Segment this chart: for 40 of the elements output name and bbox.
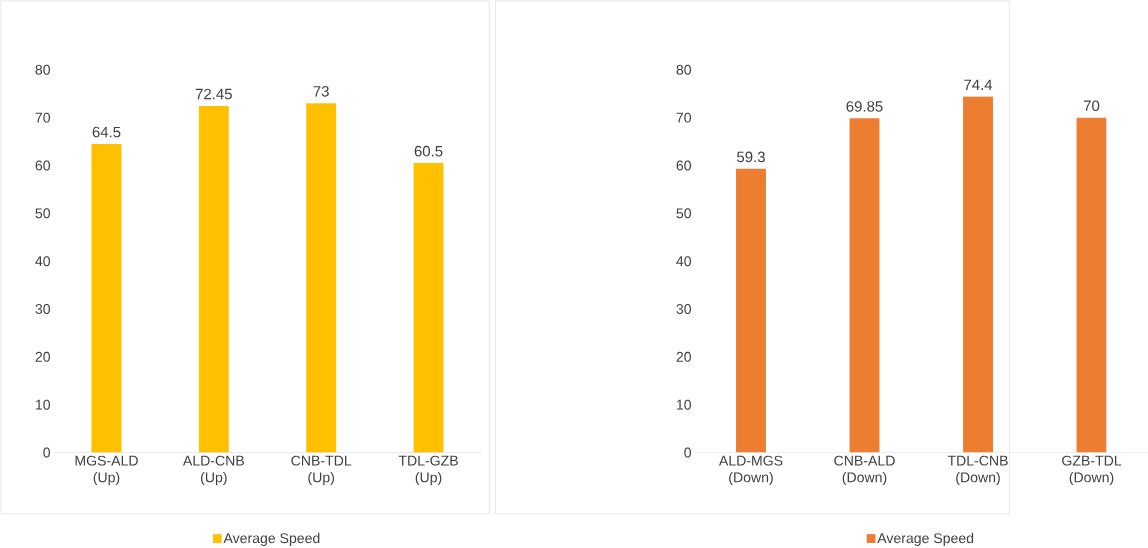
y-tick-label: 80 bbox=[676, 64, 691, 75]
y-tick-label: 50 bbox=[35, 208, 51, 219]
y-tick-label: 60 bbox=[35, 160, 51, 171]
x-tick-label: CNB-ALD (Down) bbox=[834, 455, 895, 486]
x-tick-label: CNB-TDL (Up) bbox=[291, 455, 352, 486]
data-label: 73 bbox=[313, 86, 329, 97]
bar bbox=[1076, 117, 1107, 453]
y-tick-label: 0 bbox=[684, 447, 692, 458]
data-label: 74.4 bbox=[964, 79, 993, 91]
data-label: 70 bbox=[1083, 100, 1100, 112]
bar bbox=[963, 96, 993, 453]
y-tick-label: 80 bbox=[35, 64, 51, 75]
y-tick-label: 0 bbox=[43, 447, 51, 458]
legend-label: Average Speed bbox=[223, 532, 320, 546]
data-label: 59.3 bbox=[737, 151, 765, 163]
y-tick-label: 30 bbox=[35, 304, 51, 315]
data-label: 64.5 bbox=[92, 126, 121, 138]
y-tick-label: 10 bbox=[676, 399, 691, 410]
x-tick-label: MGS-ALD (Up) bbox=[75, 455, 138, 486]
y-tick-label: 40 bbox=[35, 256, 51, 267]
x-tick-label: TDL-CNB (Down) bbox=[947, 455, 1008, 486]
y-tick-label: 70 bbox=[676, 112, 691, 123]
x-tick-label: TDL-GZB (Up) bbox=[398, 455, 458, 486]
y-tick-label: 70 bbox=[35, 112, 51, 123]
data-label: 72.45 bbox=[195, 88, 232, 100]
x-tick-label: GZB-TDL (Down) bbox=[1062, 455, 1122, 486]
y-tick-label: 10 bbox=[35, 399, 51, 410]
y-tick-label: 30 bbox=[676, 304, 691, 315]
x-tick-label: ALD-MGS (Down) bbox=[718, 455, 783, 486]
x-tick-label: ALD-CNB (Up) bbox=[182, 455, 244, 486]
y-tick-label: 50 bbox=[676, 208, 691, 219]
data-label: 60.5 bbox=[414, 145, 443, 157]
y-tick-label: 40 bbox=[676, 256, 691, 267]
legend-label: Average Speed bbox=[877, 532, 974, 546]
y-tick-label: 20 bbox=[35, 351, 51, 362]
bar bbox=[736, 168, 766, 453]
bar bbox=[849, 118, 880, 453]
y-tick-label: 20 bbox=[676, 351, 691, 362]
y-tick-label: 60 bbox=[676, 160, 691, 171]
data-label: 69.85 bbox=[846, 101, 883, 112]
